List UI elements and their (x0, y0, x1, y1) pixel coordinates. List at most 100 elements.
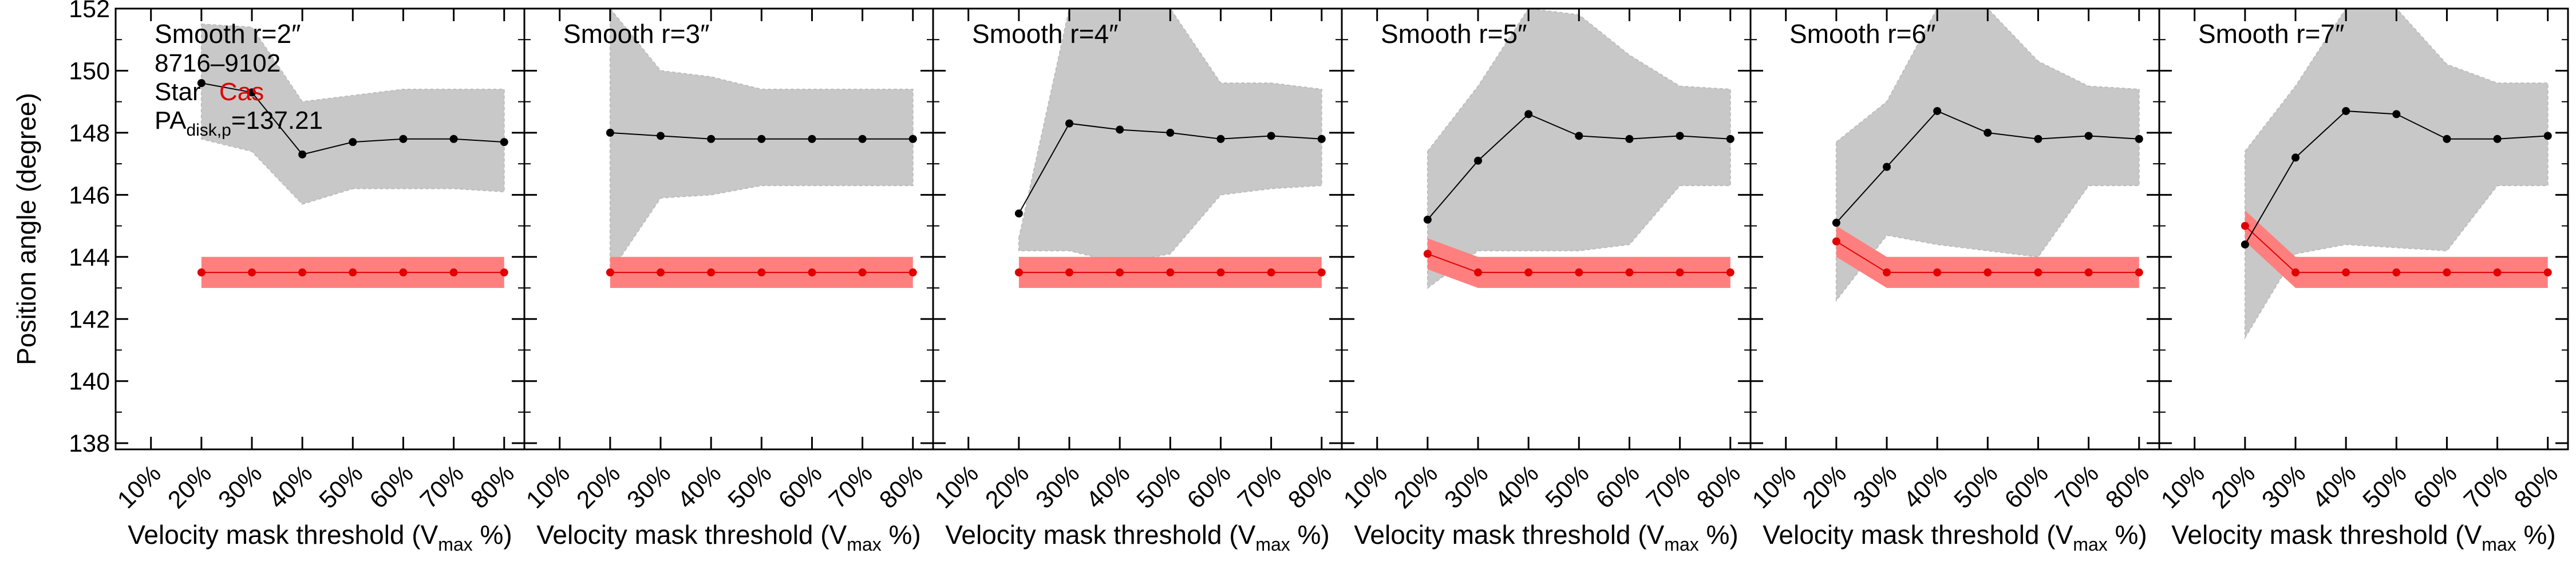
black-series-point (197, 79, 206, 88)
x-tick-label: 80% (2100, 460, 2155, 514)
red-series-point (657, 268, 665, 276)
red-series-point (449, 268, 458, 276)
black-series-point (500, 138, 508, 147)
x-axis-label-suffix: %) (2516, 520, 2556, 550)
panel-1 (197, 23, 508, 289)
x-axis-label-suffix: %) (882, 520, 921, 550)
x-tick-label: 80% (465, 460, 520, 514)
x-tick-label: 40% (263, 460, 318, 514)
x-axis-label-main: Velocity mask threshold (V (1354, 520, 1664, 550)
annotation-star: Star Cas (155, 78, 264, 106)
x-tick-label: 10% (1338, 460, 1393, 514)
black-series-point (298, 150, 307, 159)
x-axis-label-suffix: %) (473, 520, 512, 550)
black-series-point (1984, 128, 1992, 137)
gray-band (200, 23, 505, 205)
red-series-point (1216, 268, 1225, 276)
red-series-point (2034, 268, 2042, 276)
black-series-point (1625, 135, 1634, 143)
black-series-point (449, 135, 458, 143)
black-series-point (908, 135, 917, 143)
red-series-point (1524, 268, 1533, 276)
x-tick-label: 60% (365, 460, 419, 514)
black-series-point (1267, 132, 1275, 140)
x-tick-label: 50% (1132, 460, 1186, 514)
black-series-point (757, 135, 766, 143)
black-series-point (2543, 132, 2552, 140)
panel-title: Smooth r=4″ (972, 19, 1118, 49)
black-series-point (1524, 110, 1533, 118)
panel-frame (2158, 7, 2569, 451)
red-series-point (349, 268, 357, 276)
x-axis-label-sub: max (1255, 534, 1290, 555)
red-series-point (2135, 268, 2143, 276)
annotation-pa: PAdisk,p=137.21 (155, 106, 323, 140)
red-series-point (808, 268, 816, 276)
x-tick-label: 10% (112, 460, 167, 514)
annotation-pa-sub: disk,p (186, 121, 231, 140)
black-series-point (707, 135, 716, 143)
x-axis-label-main: Velocity mask threshold (V (128, 520, 438, 550)
black-series-point (1423, 215, 1432, 224)
x-tick-label: 50% (723, 460, 777, 514)
red-series-point (1474, 268, 1482, 276)
red-series-point (197, 268, 206, 276)
axis-layer (114, 7, 2569, 451)
black-series-point (2493, 135, 2502, 143)
x-axis-label-main: Velocity mask threshold (V (945, 520, 1255, 550)
black-series-point (1065, 119, 1073, 128)
red-series-point (2543, 268, 2552, 276)
x-tick-label: 30% (1439, 460, 1494, 514)
y-tick-label: 138 (69, 430, 110, 457)
x-tick-label: 50% (2358, 460, 2412, 514)
black-series-point (2135, 135, 2143, 143)
x-tick-label: 50% (1540, 460, 1595, 514)
x-axis-label-suffix: %) (2108, 520, 2147, 550)
black-series-point (2392, 110, 2401, 118)
panel-title: Smooth r=2″ (155, 19, 301, 49)
panel-title: Smooth r=6″ (1789, 19, 1935, 49)
x-tick-label: 70% (1232, 460, 1287, 514)
y-tick-label: 146 (69, 181, 110, 209)
x-tick-label: 10% (1747, 460, 1801, 514)
black-series-point (2034, 135, 2042, 143)
y-tick-label: 148 (69, 120, 110, 147)
red-series-point (1116, 268, 1124, 276)
black-series-point (1166, 128, 1175, 137)
black-series-point (2084, 132, 2093, 140)
black-series-point (808, 135, 816, 143)
black-series-point (1116, 125, 1124, 134)
x-axis-label-main: Velocity mask threshold (V (1763, 520, 2073, 550)
annotation-name: 8716–9102 (155, 49, 280, 77)
x-tick-label: 30% (622, 460, 676, 514)
red-series-point (2084, 268, 2093, 276)
x-tick-label: 60% (1182, 460, 1236, 514)
y-tick-label: 150 (69, 57, 110, 85)
black-series-point (1726, 135, 1735, 143)
x-tick-label: 30% (2257, 460, 2311, 514)
red-series-point (1267, 268, 1275, 276)
x-tick-label: 40% (1490, 460, 1544, 514)
x-tick-label: 80% (874, 460, 929, 514)
black-series-point (1676, 132, 1684, 140)
black-series-point (349, 138, 357, 147)
black-series-point (2291, 153, 2300, 162)
x-tick-label: 80% (1283, 460, 1337, 514)
x-tick-label: 40% (2307, 460, 2361, 514)
x-tick-label: 30% (1030, 460, 1085, 514)
black-series-point (2342, 106, 2350, 115)
panel-3 (1014, 9, 1326, 289)
black-series-point (606, 128, 614, 137)
x-tick-label: 40% (672, 460, 726, 514)
red-series-point (399, 268, 408, 276)
black-series-point (2443, 135, 2451, 143)
red-series-point (908, 268, 917, 276)
x-tick-label: 50% (314, 460, 369, 514)
panel-6 (2241, 9, 2552, 340)
red-series-point (606, 268, 614, 276)
x-tick-label: 20% (163, 460, 217, 514)
x-axis-label: Velocity mask threshold (Vmax %) (536, 520, 920, 555)
x-tick-label: 20% (1797, 460, 1852, 514)
y-tick-label: 152 (69, 0, 110, 23)
y-tick-label: 142 (69, 306, 110, 333)
